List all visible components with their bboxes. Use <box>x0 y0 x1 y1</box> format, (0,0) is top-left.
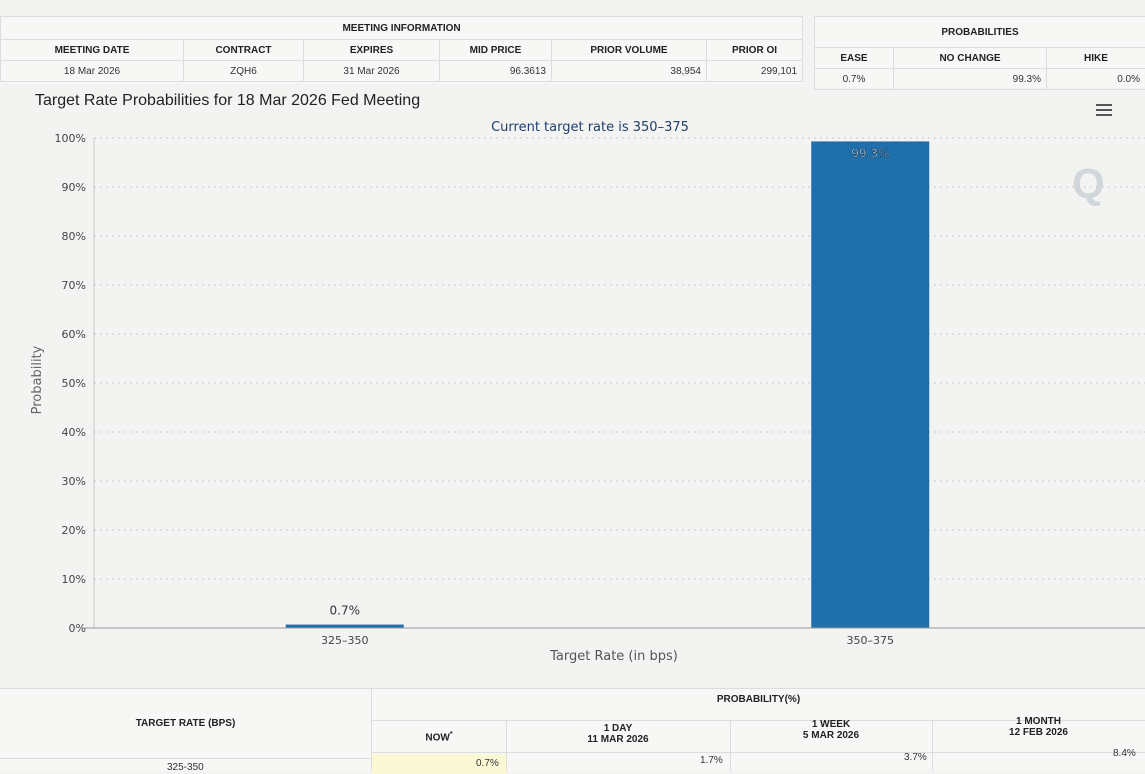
y-tick-label: 40% <box>62 426 86 439</box>
y-tick-label: 80% <box>62 230 86 243</box>
bar-1 <box>286 625 404 628</box>
y-axis-title: Probability <box>30 345 45 414</box>
data-label-2: 99.3% <box>851 146 889 160</box>
one-day-value: 1.7% <box>700 755 723 766</box>
one-month-value: 8.4% <box>1113 748 1136 759</box>
chart-subtitle: Current target rate is 350–375 <box>491 120 689 135</box>
y-tick-label: 30% <box>62 475 86 488</box>
y-tick-label: 90% <box>62 181 86 194</box>
target-rate-header: TARGET RATE (BPS) <box>0 718 371 729</box>
x-axis-title: Target Rate (in bps) <box>549 649 678 664</box>
y-tick-label: 10% <box>62 573 86 586</box>
y-tick-label: 60% <box>62 328 86 341</box>
rate-row-label: 325-350 <box>167 762 204 773</box>
chart-gridlines <box>94 138 1145 579</box>
now-value: 0.7% <box>476 758 499 769</box>
x-tick-label: 350–375 <box>847 634 895 647</box>
col-now-header: NOW* <box>372 731 506 743</box>
x-tick-label: 325–350 <box>321 634 369 647</box>
probability-bar-chart: 0%10%20%30%40%50%60%70%80%90%100% 0.7%32… <box>0 0 1145 680</box>
one-week-value: 3.7% <box>904 752 927 763</box>
y-tick-label: 20% <box>62 524 86 537</box>
chart-labels: 0.7% 325–350 99.3% 350–375 <box>321 146 894 647</box>
bar-2 <box>811 141 929 628</box>
y-tick-label: 100% <box>55 132 86 145</box>
probability-header: PROBABILITY(%) <box>372 694 1145 705</box>
target-rate-table: TARGET RATE (BPS) PROBABILITY(%) NOW* 1 … <box>0 688 1145 771</box>
y-axis-ticks: 0%10%20%30%40%50%60%70%80%90%100% <box>55 132 86 635</box>
y-tick-label: 70% <box>62 279 86 292</box>
y-tick-label: 50% <box>62 377 86 390</box>
chart-bars <box>286 141 930 628</box>
data-label-1: 0.7% <box>330 604 361 618</box>
